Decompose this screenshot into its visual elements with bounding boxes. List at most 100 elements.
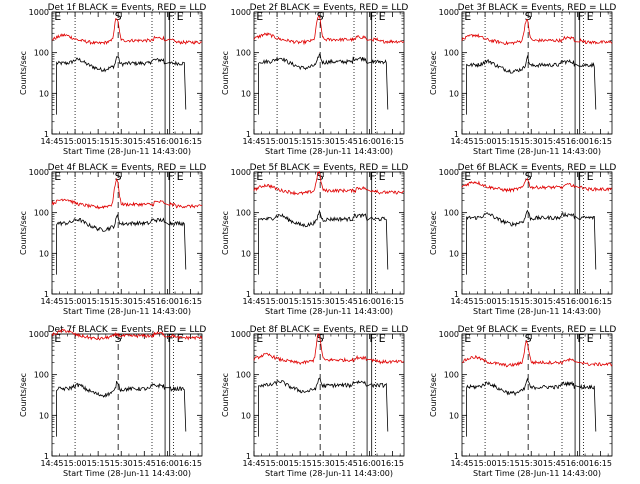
plot-frame [51,11,203,135]
marker-letter: E [54,170,61,183]
series-lld-line [253,333,405,365]
chart-title: Det 5f BLACK = Events, RED = LLD [250,163,409,173]
x-tick-label: 15:00 [474,137,497,146]
x-tick-label: 16:15 [381,297,404,306]
x-tick-label: 14:45 [242,459,265,468]
marker-letter: E [379,332,386,345]
y-axis-label: Counts/sec [221,373,230,417]
marker-letter: E [256,332,263,345]
series-lld-line [253,15,405,46]
x-tick-label: 15:15 [87,459,110,468]
chart-title: Det 8f BLACK = Events, RED = LLD [250,325,409,335]
y-tick-label: 1000 [439,330,459,339]
x-tick-label: 16:15 [381,137,404,146]
plot-frame [253,11,405,135]
series-lld-line [51,18,203,46]
series-events-line [56,380,187,437]
marker-letter: S [115,10,122,23]
marker-letter: S [115,332,122,345]
y-tick-label: 10 [241,89,251,98]
x-tick-label: 16:00 [156,459,179,468]
chart-title: Det 2f BLACK = Events, RED = LLD [250,3,409,13]
x-tick-label: 16:15 [179,137,202,146]
y-tick-label: 100 [236,371,251,380]
x-tick-label: 16:00 [358,297,381,306]
x-tick-label: 15:15 [497,137,520,146]
marker-letter: F [369,332,375,345]
chart-panel: Det 9f BLACK = Events, RED = LLD 1 10 100 10… [429,325,616,478]
x-tick-label: 15:00 [266,459,289,468]
marker-letter: E [464,170,471,183]
marker-letter: E [464,332,471,345]
x-tick-label: 16:15 [381,459,404,468]
marker-letter: E [256,170,263,183]
y-tick-label: 100 [34,371,49,380]
x-tick-label: 16:00 [566,297,589,306]
y-tick-label: 1000 [231,168,251,177]
y-tick-label: 10 [449,89,459,98]
y-tick-label: 1000 [231,330,251,339]
chart-title: Det 6f BLACK = Events, RED = LLD [458,163,617,173]
marker-letter: E [54,10,61,23]
chart-panel: Det 5f BLACK = Events, RED = LLD 1 10 100 10… [221,163,408,316]
x-tick-label: 15:30 [110,297,133,306]
series-lld-line [51,328,203,341]
x-tick-label: 16:00 [358,459,381,468]
plot-frame [253,171,405,295]
x-tick-label: 14:45 [450,459,473,468]
series-events-line [258,377,389,437]
y-axis-label: Counts/sec [19,211,28,255]
y-tick-label: 1 [246,130,251,139]
x-axis-label: Start Time (28-Jun-11 14:43:00) [473,469,601,478]
x-tick-label: 15:15 [289,297,312,306]
y-tick-label: 1 [44,130,49,139]
x-tick-label: 16:15 [589,137,612,146]
y-tick-label: 100 [34,209,49,218]
marker-letter: E [587,10,594,23]
chart-panel: Det 1f BLACK = Events, RED = LLD 1 10 100 10… [19,3,206,156]
y-tick-label: 1000 [29,168,49,177]
x-tick-label: 14:45 [450,297,473,306]
y-tick-label: 10 [39,411,49,420]
y-tick-label: 100 [34,49,49,58]
x-tick-label: 15:15 [87,297,110,306]
x-tick-label: 15:30 [312,137,335,146]
x-tick-label: 16:15 [179,459,202,468]
y-tick-label: 1000 [29,330,49,339]
series-events-line [56,56,187,115]
chart-panel: Det 8f BLACK = Events, RED = LLD 1 10 100 10… [221,325,408,478]
x-tick-label: 15:45 [543,459,566,468]
x-tick-label: 15:00 [64,137,87,146]
x-tick-label: 16:15 [589,297,612,306]
x-axis-label: Start Time (28-Jun-11 14:43:00) [265,147,393,156]
series-lld-line [253,170,404,196]
chart-panel: Det 6f BLACK = Events, RED = LLD 1 10 100 10… [429,163,616,316]
x-tick-label: 15:15 [87,137,110,146]
series-lld-line [461,19,613,46]
x-tick-label: 16:00 [156,297,179,306]
x-axis-label: Start Time (28-Jun-11 14:43:00) [473,147,601,156]
y-tick-label: 1000 [439,8,459,17]
marker-letter: E [177,332,184,345]
marker-letter: E [256,10,263,23]
x-tick-label: 15:45 [543,297,566,306]
y-axis-label: Counts/sec [429,373,438,417]
y-tick-label: 10 [39,249,49,258]
y-tick-label: 1 [246,290,251,299]
y-tick-label: 100 [236,49,251,58]
x-tick-label: 15:30 [110,459,133,468]
y-tick-label: 1000 [439,168,459,177]
x-tick-label: 14:45 [450,137,473,146]
x-tick-label: 15:15 [497,297,520,306]
marker-letter: E [464,10,471,23]
y-tick-label: 100 [444,371,459,380]
y-axis-label: Counts/sec [429,51,438,95]
marker-letter: F [167,170,173,183]
plot-frame [51,171,203,295]
marker-letter: F [577,170,583,183]
x-tick-label: 14:45 [40,137,63,146]
series-events-line [56,214,187,275]
x-tick-label: 16:15 [179,297,202,306]
